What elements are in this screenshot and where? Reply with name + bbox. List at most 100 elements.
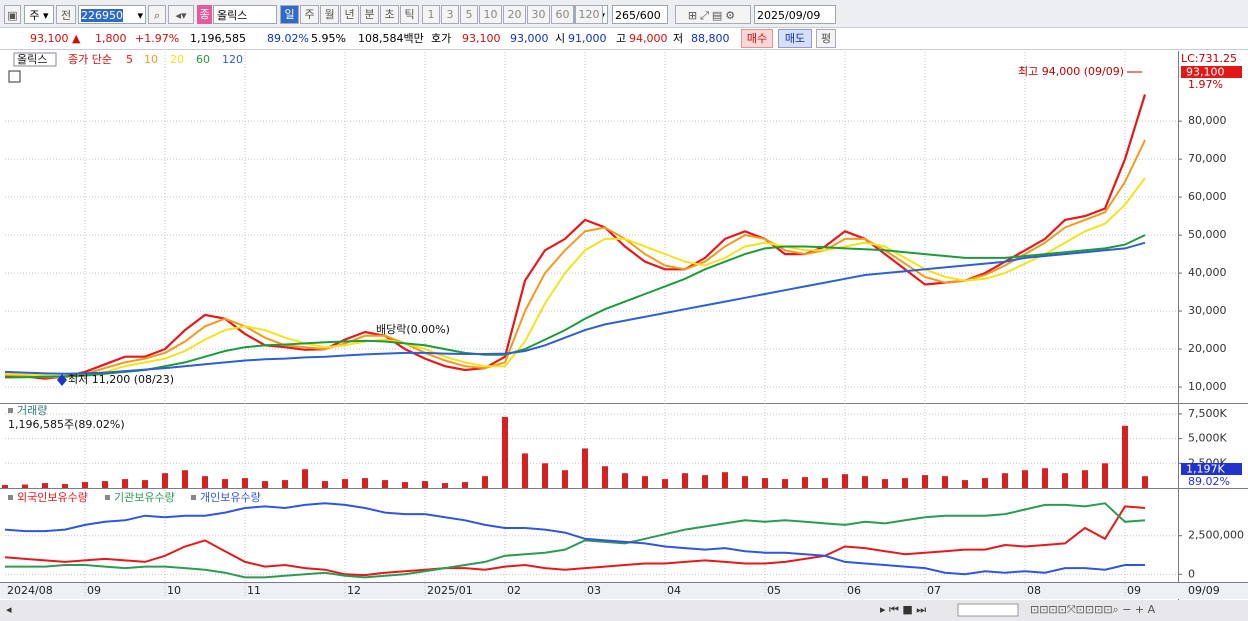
date-input[interactable]: 2025/09/09 <box>754 5 836 24</box>
y-tick-label: 10,000 <box>1188 380 1227 393</box>
menu-icon[interactable]: ▣ <box>4 5 21 24</box>
price-tag-label: 93,100 <box>1186 66 1225 79</box>
volume-bar <box>882 479 888 488</box>
x-tick-label: 2024/08 <box>7 584 53 597</box>
volume-bar <box>1062 473 1068 488</box>
volume-bar <box>42 483 48 488</box>
quote-low: 88,800 <box>691 32 730 45</box>
quote-open-label: 시 <box>555 32 566 45</box>
code-input[interactable]: 226950 ▾ <box>78 5 146 24</box>
avg-button[interactable]: 평 <box>816 29 836 48</box>
x-tick-label: 12 <box>347 584 361 597</box>
buy-button[interactable]: 매수 <box>741 29 773 48</box>
x-tick-label: 03 <box>587 584 601 597</box>
volume-bar <box>902 478 908 488</box>
scroll-left[interactable]: ◂ <box>6 603 12 616</box>
volume-bar <box>502 416 508 488</box>
period-button[interactable]: 초 <box>380 5 399 24</box>
volume-bar <box>922 475 928 488</box>
x-tick-label: 04 <box>667 584 681 597</box>
sound-button[interactable]: ◂▾ <box>168 5 194 24</box>
tool-icons[interactable]: ⊞⤢▤⚙ <box>675 5 751 24</box>
volume-bar <box>142 480 148 488</box>
interval-button[interactable]: 5 <box>460 5 478 24</box>
x-tick-label: 2025/01 <box>427 584 473 597</box>
y-tick-label: 2,500,000 <box>1188 529 1244 542</box>
series-line <box>4 234 1146 379</box>
count-max: /600 <box>636 9 661 22</box>
series-line <box>4 139 1146 379</box>
y-tick-label: 50,000 <box>1188 228 1227 241</box>
legend-entry: 외국인보유수량 <box>17 491 88 504</box>
volume-tag-label: 1,197K <box>1186 463 1225 476</box>
quote-volume-ratio: 89.02% <box>267 32 309 45</box>
x-tick-label: 11 <box>247 584 261 597</box>
volume-bar <box>482 476 488 488</box>
volume-tag <box>1181 463 1242 475</box>
x-tick-label: 06 <box>847 584 861 597</box>
quote-volume: 1,196,585 <box>190 32 246 45</box>
legend-entry: 기관보유수량 <box>114 491 175 504</box>
volume-bar <box>722 472 728 488</box>
interval-button[interactable]: 1 <box>422 5 440 24</box>
setting-icon <box>8 70 21 83</box>
name-input[interactable]: 올릭스 <box>213 5 277 24</box>
volume-bar <box>842 474 848 488</box>
price-tag <box>1181 66 1242 78</box>
series-line <box>4 241 1146 375</box>
x-tick-label: 02 <box>507 584 521 597</box>
volume-bar <box>62 484 68 488</box>
period-button[interactable]: 일 <box>280 5 299 24</box>
volume-bar <box>202 476 208 488</box>
volume-bar <box>382 480 388 488</box>
interval-button[interactable]: 30 <box>527 5 550 24</box>
volume-bar <box>822 478 828 488</box>
interval-button[interactable]: 20 <box>503 5 526 24</box>
volume-bar <box>2 485 8 488</box>
period-button[interactable]: 주 <box>300 5 319 24</box>
prev-button[interactable]: 전 <box>56 5 76 24</box>
interval-button[interactable]: 120 <box>575 5 603 24</box>
quote-bid: 93,000 <box>510 32 549 45</box>
scroll-controls[interactable]: ▸ ⏮ ■ ⏭ <box>880 603 926 616</box>
volume-bar <box>82 482 88 488</box>
interval-button[interactable]: 3 <box>441 5 459 24</box>
volume-bar <box>542 463 548 488</box>
period-button[interactable]: 분 <box>360 5 379 24</box>
y-tick-label: 30,000 <box>1188 304 1227 317</box>
volume-bar <box>182 470 188 488</box>
quote-high: 94,000 <box>629 32 668 45</box>
count-box[interactable]: 265/600 <box>612 5 668 24</box>
period-button[interactable]: 월 <box>320 5 339 24</box>
volume-bar <box>1142 476 1148 488</box>
interval-button[interactable]: 10 <box>479 5 502 24</box>
legend-entry: 120 <box>222 53 243 66</box>
x-tick-label: 09 <box>1127 584 1141 597</box>
series-line <box>4 177 1146 378</box>
search-button[interactable]: ⌕ <box>148 5 166 24</box>
view-icons[interactable]: ⊡⊡⊡⊡⤧⊡⊡⊡⊡⌕ − + A <box>1030 603 1156 616</box>
volume-bar <box>582 448 588 488</box>
sell-button[interactable]: 매도 <box>778 29 812 48</box>
lc-label: LC:731.25 <box>1181 52 1237 65</box>
volume-bar <box>662 479 668 488</box>
period-button[interactable]: 틱 <box>400 5 419 24</box>
y-tick-label: 0 <box>1188 567 1195 580</box>
volume-bar <box>462 482 468 488</box>
zoom-slider[interactable] <box>957 603 1019 617</box>
scrollbar[interactable] <box>0 600 1248 621</box>
interval-button[interactable]: 60 <box>551 5 574 24</box>
market-select[interactable]: 주 ▾ <box>24 5 54 24</box>
quote-bar <box>0 28 1248 50</box>
volume-bar <box>702 475 708 488</box>
volume-bar <box>102 481 108 488</box>
quote-open: 91,000 <box>568 32 607 45</box>
title-box <box>13 52 57 67</box>
y-tick-label: 70,000 <box>1188 152 1227 165</box>
y-tick-label: 60,000 <box>1188 190 1227 203</box>
legend-swatch <box>191 495 196 500</box>
volume-bar <box>862 476 868 488</box>
period-button[interactable]: 년 <box>340 5 359 24</box>
x-end-label: 09/09 <box>1188 584 1220 597</box>
volume-bar <box>782 479 788 488</box>
